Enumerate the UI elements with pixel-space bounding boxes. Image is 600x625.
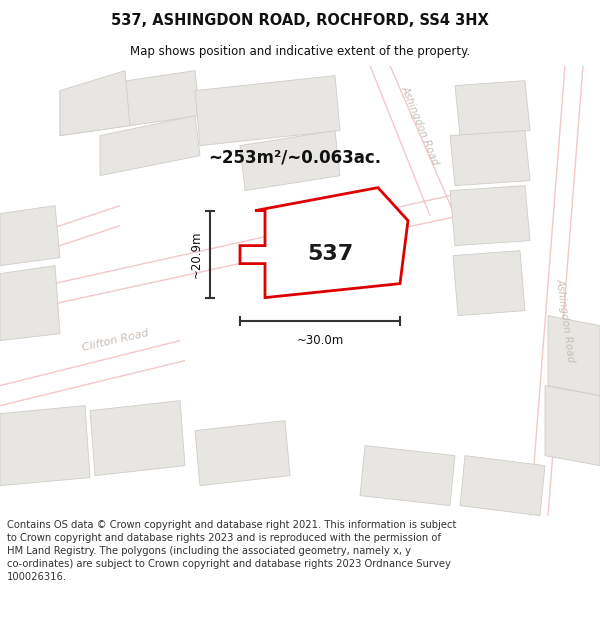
Polygon shape bbox=[60, 71, 130, 136]
Polygon shape bbox=[545, 386, 600, 466]
Text: ~253m²/~0.063ac.: ~253m²/~0.063ac. bbox=[208, 149, 382, 167]
Text: Contains OS data © Crown copyright and database right 2021. This information is : Contains OS data © Crown copyright and d… bbox=[7, 519, 457, 582]
Polygon shape bbox=[240, 188, 408, 298]
Text: 537, ASHINGDON ROAD, ROCHFORD, SS4 3HX: 537, ASHINGDON ROAD, ROCHFORD, SS4 3HX bbox=[111, 13, 489, 28]
Polygon shape bbox=[195, 76, 340, 146]
Text: Map shows position and indicative extent of the property.: Map shows position and indicative extent… bbox=[130, 46, 470, 58]
Text: Clifton Road: Clifton Road bbox=[276, 248, 344, 273]
Polygon shape bbox=[0, 266, 60, 341]
Text: Ashingdon Road: Ashingdon Road bbox=[400, 84, 440, 167]
Text: 537: 537 bbox=[307, 244, 353, 264]
Polygon shape bbox=[195, 421, 290, 486]
Polygon shape bbox=[453, 251, 525, 316]
Polygon shape bbox=[0, 406, 90, 486]
Text: Clifton Road: Clifton Road bbox=[81, 328, 149, 353]
Polygon shape bbox=[548, 316, 600, 396]
Polygon shape bbox=[360, 446, 455, 506]
Polygon shape bbox=[0, 206, 60, 266]
Polygon shape bbox=[450, 186, 530, 246]
Polygon shape bbox=[90, 401, 185, 476]
Text: ~30.0m: ~30.0m bbox=[296, 334, 344, 347]
Polygon shape bbox=[60, 71, 200, 136]
Text: Ashingdon Road: Ashingdon Road bbox=[554, 278, 576, 363]
Polygon shape bbox=[450, 131, 530, 186]
Polygon shape bbox=[100, 116, 200, 176]
Polygon shape bbox=[460, 456, 545, 516]
Text: ~20.9m: ~20.9m bbox=[190, 231, 203, 278]
Polygon shape bbox=[240, 131, 340, 191]
Polygon shape bbox=[455, 81, 530, 136]
